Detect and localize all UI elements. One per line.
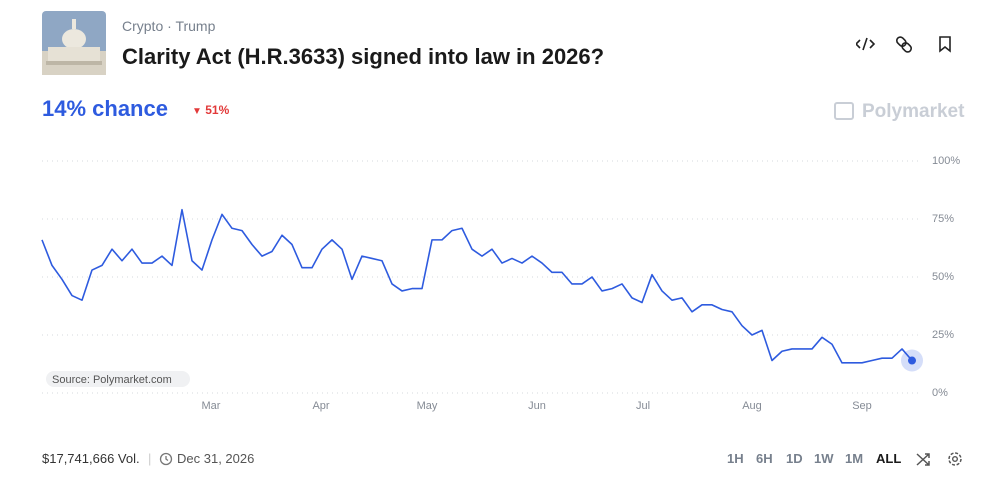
brand: Polymarket (834, 101, 964, 123)
market-title: Clarity Act (H.R.3633) signed into law i… (122, 44, 605, 69)
shuffle-icon[interactable] (916, 453, 930, 466)
breadcrumb: Crypto · Trump (122, 18, 216, 34)
source-badge: Source: Polymarket.com (46, 371, 190, 387)
source-text: Source: Polymarket.com (52, 374, 172, 386)
clock-icon (159, 452, 173, 466)
range-button[interactable]: 1M (845, 451, 864, 466)
line (41, 208, 913, 364)
bookmark-icon[interactable] (939, 36, 951, 53)
x-tick-label: Mar (202, 400, 221, 412)
range-button[interactable]: 1D (786, 451, 803, 466)
link-icon[interactable] (895, 36, 913, 54)
category[interactable]: Trump (175, 18, 216, 34)
x-tick-label: Jun (528, 400, 546, 412)
y-tick-label: 0% (932, 387, 948, 399)
end-date: Dec 31, 2026 (177, 451, 255, 466)
chance: 14% chance (42, 96, 168, 121)
last-point (908, 356, 916, 365)
chart: 0% 25% 50% 75% 100% Mar Apr May Jun Jul Aug Sep Sou… (41, 155, 960, 412)
embed-icon[interactable] (856, 37, 876, 51)
volume: $17,741,666 Vol. (42, 451, 140, 466)
y-tick-label: 50% (932, 271, 954, 283)
y-tick-label: 100% (932, 155, 960, 167)
x-tick-label: Jul (636, 400, 650, 412)
range-button[interactable]: 6H (756, 451, 773, 466)
market-image (42, 11, 106, 75)
y-tick-label: 75% (932, 213, 954, 225)
range-button[interactable]: 1H (727, 451, 744, 466)
settings-icon[interactable] (948, 452, 962, 466)
brand-name: Polymarket (862, 101, 965, 122)
x-tick-label: Sep (852, 400, 872, 412)
y-tick-label: 25% (932, 329, 954, 341)
range-button[interactable]: 1W (814, 451, 834, 466)
x-tick-label: Apr (312, 400, 329, 412)
x-tick-label: May (417, 400, 438, 412)
range-button[interactable]: ALL (876, 451, 902, 466)
tools (916, 452, 962, 466)
x-tick-label: Aug (742, 400, 762, 412)
action-icons (856, 36, 951, 54)
category[interactable]: Crypto (122, 18, 164, 34)
change-value: 51% (205, 103, 230, 117)
change: ▼ 51% (192, 103, 230, 117)
divider: | (148, 451, 152, 466)
